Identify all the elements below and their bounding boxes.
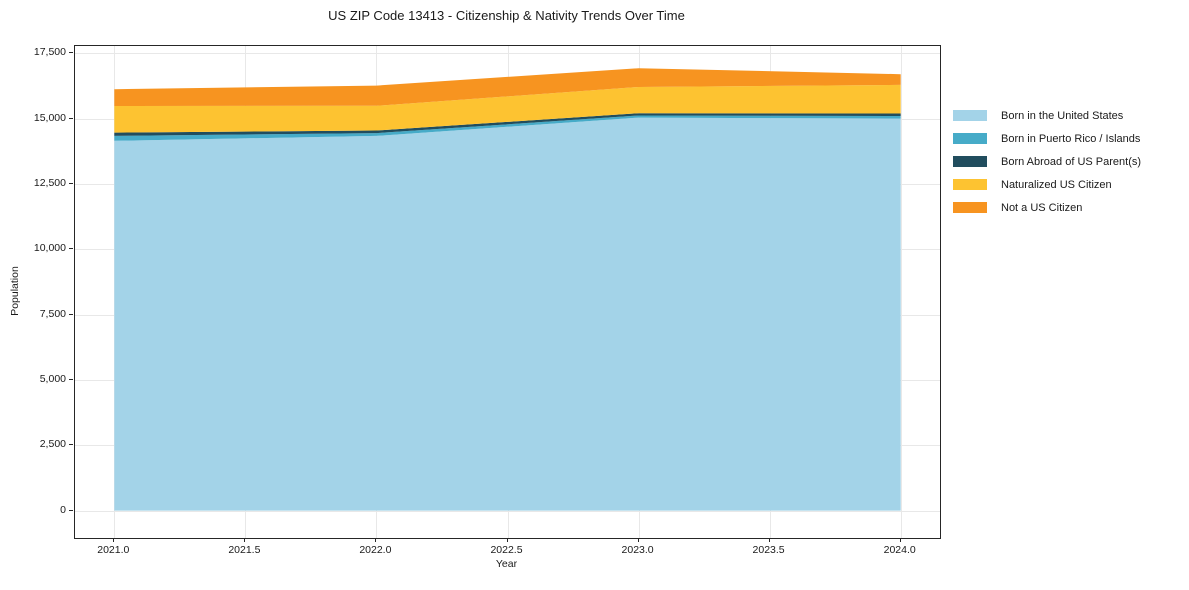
x-tick-2023.5: [768, 538, 770, 542]
y-tick-label-2500: 2,500: [39, 438, 66, 451]
area-series-naturalized-us-citizen: [114, 84, 901, 133]
legend: Born in the United States Born in Puerto …: [953, 104, 1141, 219]
y-tick-17500: [69, 52, 73, 54]
y-tick-label-10000: 10,000: [33, 242, 66, 255]
legend-item-born-abroad-of-us-parent-s: Born Abroad of US Parent(s): [953, 150, 1141, 173]
y-tick-0: [69, 509, 73, 511]
y-tick-10000: [69, 248, 73, 250]
x-tick-2023.0: [637, 538, 639, 542]
legend-swatch-born-abroad-of-us-parent-s: [953, 156, 987, 167]
area-series-not-a-us-citizen: [114, 68, 901, 106]
y-tick-label-7500: 7,500: [39, 307, 66, 320]
plot-area: [74, 45, 941, 539]
area-series-born-in-the-united-states: [114, 117, 901, 511]
y-tick-5000: [69, 378, 73, 380]
y-tick-label-0: 0: [60, 503, 66, 516]
legend-item-not-a-us-citizen: Not a US Citizen: [953, 196, 1141, 219]
legend-swatch-born-in-puerto-rico-islands: [953, 133, 987, 144]
y-tick-2500: [69, 444, 73, 446]
x-tick-2022.5: [506, 538, 508, 542]
y-tick-7500: [69, 313, 73, 315]
y-tick-15000: [69, 117, 73, 119]
legend-swatch-not-a-us-citizen: [953, 202, 987, 213]
legend-label-born-in-puerto-rico-islands: Born in Puerto Rico / Islands: [1001, 132, 1141, 145]
chart-title: US ZIP Code 13413 - Citizenship & Nativi…: [328, 8, 685, 23]
x-tick-2021.5: [244, 538, 246, 542]
y-tick-label-15000: 15,000: [33, 111, 66, 124]
legend-label-not-a-us-citizen: Not a US Citizen: [1001, 201, 1083, 214]
x-tick-label-2024.0: 2024.0: [883, 544, 916, 556]
stacked-area-svg: [114, 68, 901, 511]
x-tick-label-2023.0: 2023.0: [621, 544, 654, 556]
legend-swatch-born-in-the-united-states: [953, 110, 987, 121]
area-series-born-abroad-of-us-parent-s: [114, 113, 901, 136]
x-tick-2022.0: [375, 538, 377, 542]
x-tick-label-2021.5: 2021.5: [228, 544, 261, 556]
x-tick-label-2021.0: 2021.0: [97, 544, 130, 556]
legend-label-naturalized-us-citizen: Naturalized US Citizen: [1001, 178, 1112, 191]
area-series-born-in-puerto-rico-islands: [114, 115, 901, 141]
legend-item-born-in-puerto-rico-islands: Born in Puerto Rico / Islands: [953, 127, 1141, 150]
gridline-x-2024.0: [900, 46, 902, 538]
y-tick-label-17500: 17,500: [33, 46, 66, 59]
x-tick-2024.0: [899, 538, 901, 542]
y-tick-12500: [69, 183, 73, 184]
x-axis-label: Year: [495, 558, 518, 570]
legend-label-born-in-the-united-states: Born in the United States: [1001, 109, 1124, 122]
legend-swatch-naturalized-us-citizen: [953, 179, 987, 190]
y-tick-label-12500: 12,500: [33, 177, 66, 189]
x-tick-label-2022.5: 2022.5: [490, 544, 523, 556]
y-tick-label-5000: 5,000: [39, 372, 66, 385]
x-tick-2021.0: [113, 538, 115, 542]
legend-label-born-abroad-of-us-parent-s: Born Abroad of US Parent(s): [1001, 155, 1142, 168]
legend-item-naturalized-us-citizen: Naturalized US Citizen: [953, 173, 1141, 196]
legend-item-born-in-the-united-states: Born in the United States: [953, 104, 1141, 127]
x-tick-label-2022.0: 2022.0: [359, 544, 392, 556]
x-tick-label-2023.5: 2023.5: [752, 544, 785, 556]
